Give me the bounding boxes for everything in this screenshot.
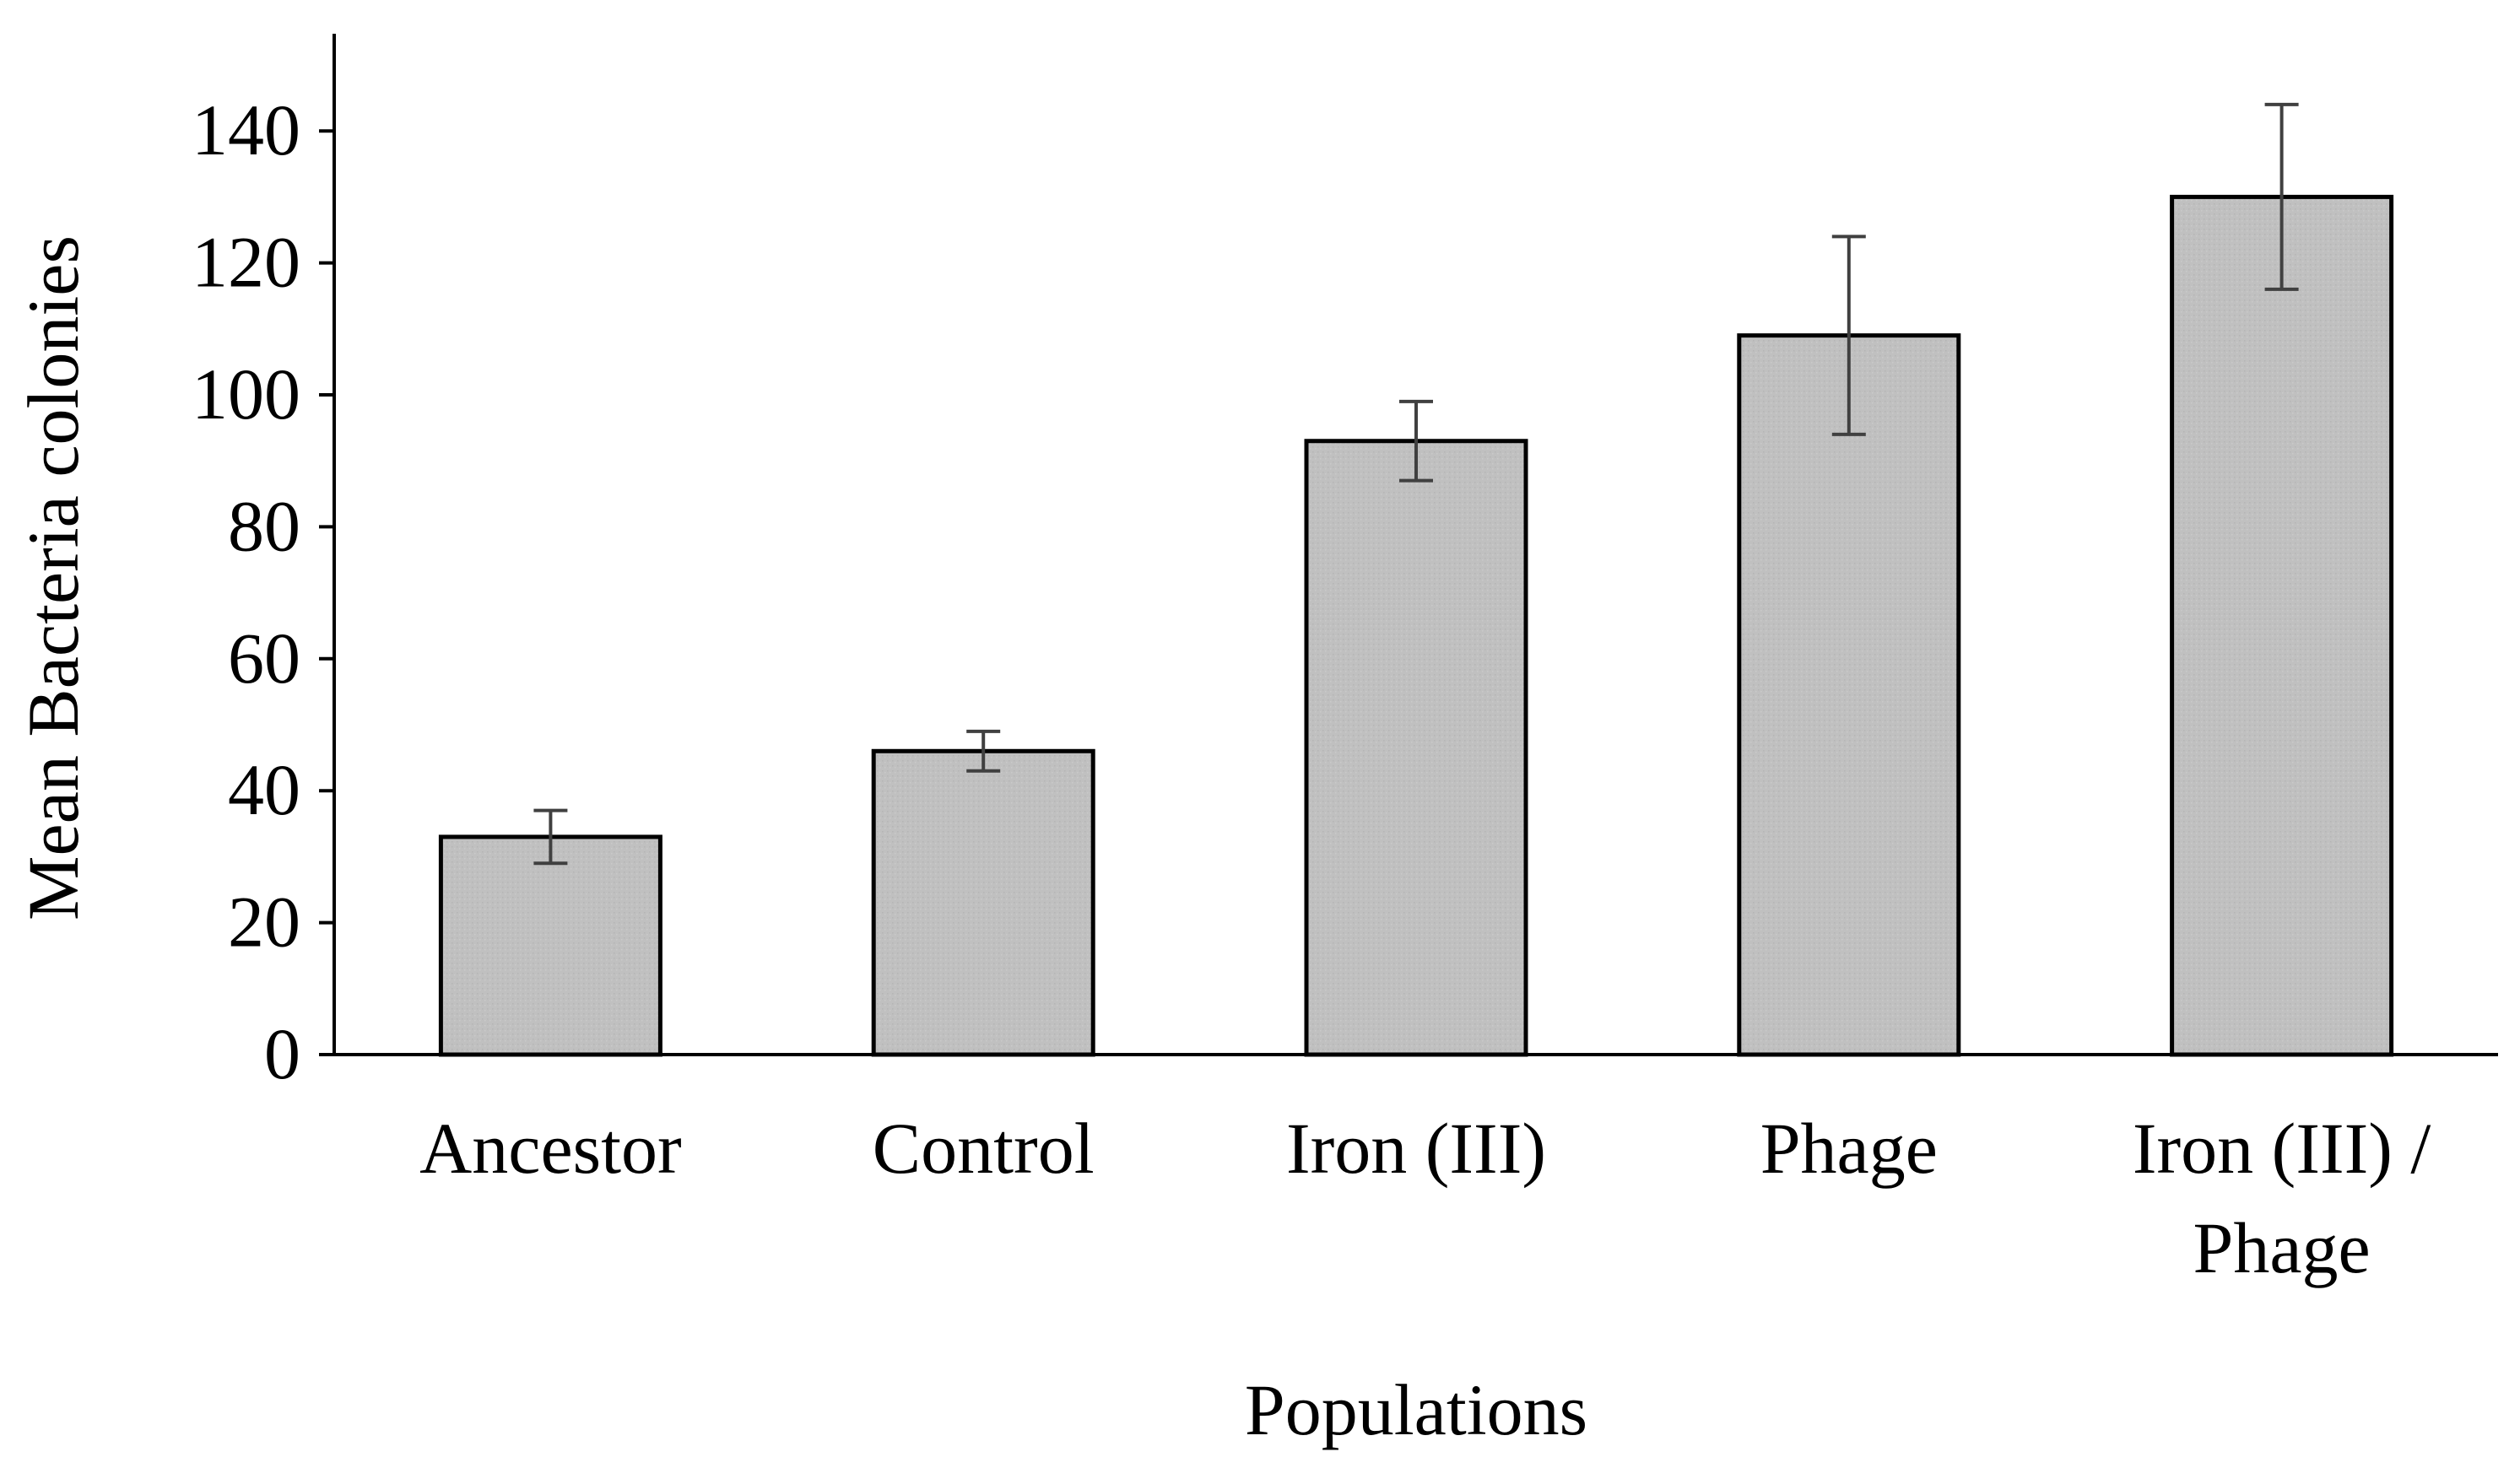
- error-bar: [966, 729, 1001, 773]
- error-bar: [1831, 235, 1866, 436]
- y-tick-label: 20: [228, 882, 300, 963]
- bar: [438, 834, 662, 1057]
- error-bar: [533, 808, 568, 866]
- x-tick-label: Iron (III): [1286, 1108, 1546, 1189]
- x-tick-label: Iron (III) /: [2133, 1108, 2431, 1189]
- y-axis-title: Mean Bacteria colonies: [13, 235, 94, 920]
- x-tick-label: Ancestor: [419, 1108, 681, 1189]
- bar: [1304, 439, 1528, 1057]
- x-tick-label: Control: [873, 1108, 1095, 1189]
- y-tick-label: 40: [228, 749, 300, 830]
- x-tick-label: Phage: [1760, 1108, 1938, 1189]
- y-tick-label: 0: [264, 1013, 300, 1094]
- error-bar: [2264, 102, 2299, 291]
- x-axis-title: Populations: [1245, 1369, 1587, 1450]
- y-tick-label: 100: [192, 354, 300, 434]
- bar: [2170, 194, 2394, 1057]
- plot-area: [438, 102, 2394, 1057]
- error-bar: [1399, 399, 1433, 483]
- y-axis: 0 20 40 60 80 100 120 140: [192, 34, 336, 1094]
- x-tick-label: Phage: [2193, 1207, 2371, 1288]
- y-tick-label: 140: [192, 89, 300, 170]
- y-tick-label: 120: [192, 222, 300, 303]
- bar: [1737, 333, 1961, 1057]
- y-tick-label: 80: [228, 485, 300, 566]
- x-axis: Ancestor Control Iron (III) Phage Iron (III)…: [334, 1053, 2498, 1288]
- bar: [871, 748, 1095, 1057]
- y-tick-label: 60: [228, 618, 300, 699]
